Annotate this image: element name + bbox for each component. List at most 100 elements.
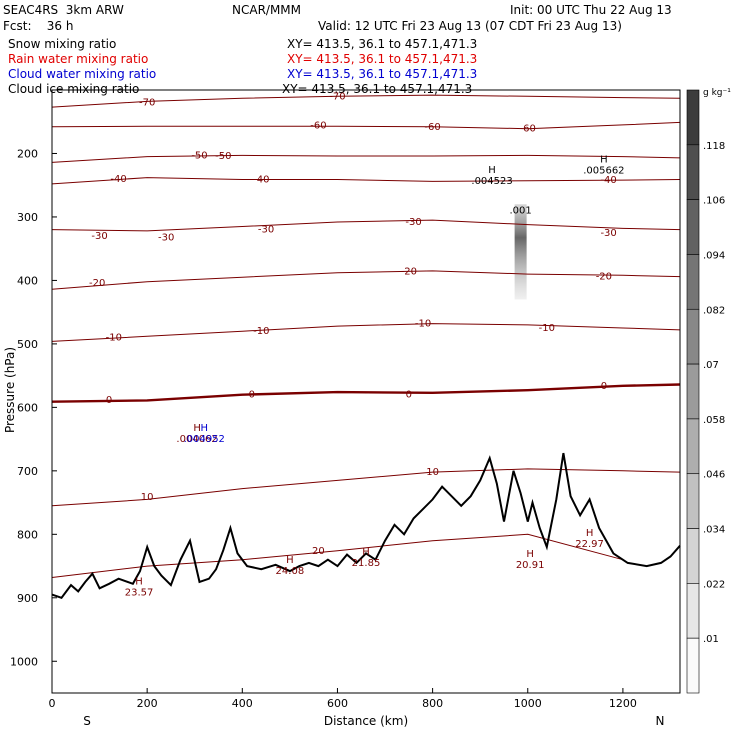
maximum-value: .005662 [583, 166, 624, 177]
colorbar-label: .046 [703, 470, 725, 481]
maximum-value: .004062 [176, 434, 217, 445]
y-tick-label: 200 [17, 147, 38, 160]
field-rain-label: Rain water mixing ratio [8, 52, 149, 66]
maximum-marker: H [286, 555, 294, 566]
isotherm-label: 0 [601, 381, 607, 392]
isotherm-label: -30 [158, 232, 174, 243]
maximum-value: .004952 [184, 434, 225, 445]
terrain-line [51, 452, 681, 599]
isotherm-label: -20 [596, 272, 612, 283]
snow-shading [514, 204, 527, 300]
field-rain-xy: XY= 413.5, 36.1 to 457.1,471.3 [287, 52, 478, 66]
isotherm-label: 0 [106, 395, 112, 406]
isotherm-label: -40 [110, 174, 126, 185]
x-axis-left-end-label: S [83, 714, 91, 728]
isotherm-label: 10 [426, 467, 439, 478]
isotherm-label: -30 [600, 228, 616, 239]
maximum-value: 21.85 [352, 558, 381, 569]
colorbar-swatch [686, 637, 700, 694]
isotherm-line [51, 94, 681, 108]
colorbar-swatch [686, 473, 700, 529]
isotherm-label: 20 [312, 546, 325, 557]
valid-time: Valid: 12 UTC Fri 23 Aug 13 (07 CDT Fri … [318, 19, 622, 33]
maximum-marker: H [135, 577, 143, 588]
isotherm-line [51, 533, 624, 578]
field-snow-xy: XY= 413.5, 36.1 to 457.1,471.3 [287, 37, 478, 51]
y-tick-label: 500 [17, 338, 38, 351]
isotherm-label: -10 [539, 323, 555, 334]
isotherm-label: -60 [520, 124, 536, 135]
y-tick-label: 800 [17, 528, 38, 541]
isotherm-label: -30 [91, 231, 107, 242]
isotherm-line [51, 154, 681, 163]
field-cloudice-xy: XY= 413.5, 36.1 to 457.1,471.3 [282, 82, 473, 96]
colorbar-swatch [686, 528, 700, 584]
field-cloudwater-label: Cloud water mixing ratio [8, 67, 157, 81]
colorbar-label: .106 [703, 196, 725, 207]
y-tick-label: 1000 [10, 655, 38, 668]
isotherm-line [51, 177, 681, 185]
maximum-marker: H [600, 155, 608, 166]
colorbar-label: .058 [703, 415, 725, 426]
isotherm-line [51, 121, 681, 130]
y-tick-label: 600 [17, 401, 38, 414]
isotherm-label: 10 [141, 492, 154, 503]
x-axis-label: Distance (km) [324, 714, 408, 728]
init-time: Init: 00 UTC Thu 22 Aug 13 [510, 3, 672, 17]
field-snow-label: Snow mixing ratio [8, 37, 117, 51]
x-tick-label: 0 [49, 697, 56, 710]
x-axis-right-end-label: N [656, 714, 665, 728]
x-tick-label: 200 [137, 697, 158, 710]
isotherm-label: -20 [89, 278, 105, 289]
maximum-value: 23.57 [125, 588, 154, 599]
maximum-marker: H [362, 547, 370, 558]
maximum-marker: H [526, 549, 534, 560]
colorbar-label: .01 [703, 634, 719, 645]
colorbar-label: .094 [703, 250, 725, 261]
field-cloudwater-xy: XY= 413.5, 36.1 to 457.1,471.3 [287, 67, 478, 81]
isotherm-label: -60 [424, 122, 440, 133]
y-tick-label: 300 [17, 211, 38, 224]
x-tick-label: 400 [232, 697, 253, 710]
colorbar-swatch [686, 254, 700, 310]
isotherm-label: -20 [401, 267, 417, 278]
forecast-hour: Fcst: 36 h [3, 19, 74, 33]
isotherm-line [51, 468, 681, 507]
colorbar-label: .07 [703, 360, 719, 371]
maximum-marker: H [586, 528, 594, 539]
isotherm-label: -40 [253, 174, 269, 185]
isotherm-label: -50 [191, 150, 207, 161]
isotherm-label: -70 [139, 98, 155, 109]
y-tick-label: 900 [17, 592, 38, 605]
isotherm-label: 0 [249, 390, 255, 401]
colorbar-swatch [686, 89, 700, 146]
isotherm-label: -10 [253, 326, 269, 337]
isotherm-label: -60 [310, 121, 326, 132]
field-cloudice-label: Cloud ice mixing ratio [8, 82, 140, 96]
colorbar-label: .118 [703, 141, 725, 152]
maximum-marker: H [200, 423, 208, 434]
colorbar-swatch [686, 583, 700, 639]
isotherm-label: -70 [329, 91, 345, 102]
maximum-value: 20.91 [516, 560, 545, 571]
isotherm-line [51, 219, 681, 232]
isotherm-line [51, 270, 681, 290]
isotherm-line [51, 323, 681, 342]
x-tick-label: 800 [422, 697, 443, 710]
isotherm-label: -10 [106, 333, 122, 344]
colorbar: .118 .106 .094 .082 .07 .058 .046 .034 .022 .01 [686, 89, 725, 694]
colorbar-label: .082 [703, 305, 725, 316]
isotherm-label: 0 [406, 390, 412, 401]
colorbar-swatch [686, 199, 700, 255]
model-title: SEAC4RS 3km ARW [3, 3, 124, 17]
maximum-marker: H [488, 165, 496, 176]
y-tick-label: 400 [17, 274, 38, 287]
colorbar-swatch [686, 144, 700, 200]
colorbar-swatch [686, 363, 700, 420]
isotherm-label: -10 [415, 319, 431, 330]
x-tick-label: 1200 [609, 697, 637, 710]
isotherm-line [51, 383, 681, 403]
y-axis-label: Pressure (hPa) [3, 347, 17, 433]
y-tick-label: 700 [17, 465, 38, 478]
isotherm-label: -50 [215, 151, 231, 162]
